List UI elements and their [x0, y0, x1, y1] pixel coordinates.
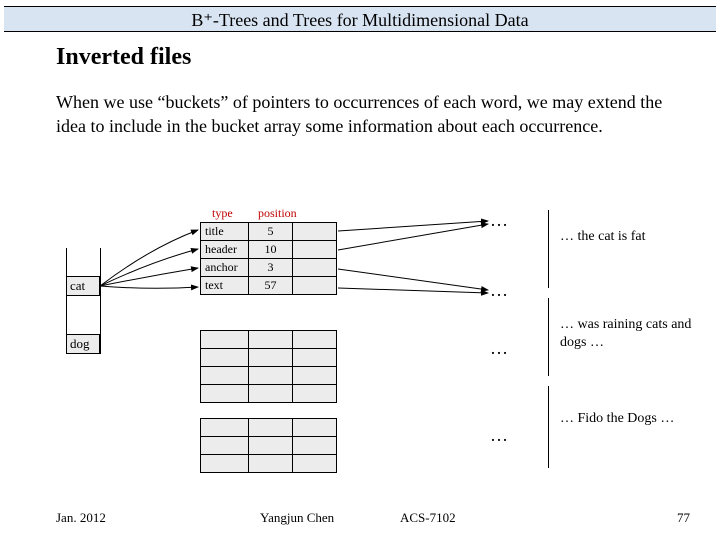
bucket-table: [200, 330, 337, 403]
bucket-cell-position: 3: [249, 259, 293, 277]
arrow-bucket-to-doc: [338, 221, 488, 231]
arrow-bucket-to-doc: [338, 269, 488, 290]
bucket-cell-ptr: [293, 331, 337, 349]
word-list-rail: [100, 248, 101, 354]
bucket-cell-type: title: [201, 223, 249, 241]
arrow-bucket-to-doc: [338, 224, 488, 250]
bucket-cell-type: [201, 349, 249, 367]
ellipsis: …: [490, 280, 508, 301]
section-heading: Inverted files: [56, 44, 191, 71]
doc-snippet: … the cat is fat: [560, 228, 700, 246]
word-box-dog: dog: [66, 334, 100, 354]
footer-date: Jan. 2012: [56, 510, 106, 526]
bucket-table: [200, 418, 337, 473]
bucket-cell-position: [249, 367, 293, 385]
doc-rule: [548, 298, 549, 376]
footer-author: Yangjun Chen: [260, 510, 334, 526]
bucket-cell-position: [249, 419, 293, 437]
bucket-cell-type: text: [201, 277, 249, 295]
bucket-cell-position: 57: [249, 277, 293, 295]
bucket-cell-type: [201, 331, 249, 349]
bucket-cell-type: [201, 437, 249, 455]
bucket-cell-position: [249, 455, 293, 473]
bucket-cell-ptr: [293, 419, 337, 437]
bucket-cell-position: [249, 349, 293, 367]
arrow-word-to-bucket: [100, 268, 198, 286]
arrow-bucket-to-doc: [338, 288, 488, 293]
bucket-cell-ptr: [293, 277, 337, 295]
bucket-cell-ptr: [293, 259, 337, 277]
word-box-cat: cat: [66, 276, 100, 296]
bucket-cell-type: [201, 419, 249, 437]
arrows-layer: [0, 0, 720, 540]
bucket-cell-position: 10: [249, 241, 293, 259]
ellipsis: …: [490, 425, 508, 446]
col-header-position: position: [258, 206, 297, 221]
ellipsis: …: [490, 210, 508, 231]
bucket-cell-position: [249, 385, 293, 403]
doc-rule: [548, 386, 549, 468]
ellipsis: …: [490, 338, 508, 359]
bucket-cell-type: header: [201, 241, 249, 259]
bucket-cell-type: [201, 455, 249, 473]
doc-rule: [548, 210, 549, 288]
bucket-cell-ptr: [293, 385, 337, 403]
bucket-cell-ptr: [293, 241, 337, 259]
footer-page: 77: [677, 510, 690, 526]
bucket-cell-type: [201, 367, 249, 385]
bucket-cell-ptr: [293, 349, 337, 367]
title-text: B⁺-Trees and Trees for Multidimensional …: [191, 10, 528, 30]
section-heading-text: Inverted files: [56, 44, 191, 70]
bucket-cell-type: [201, 385, 249, 403]
body-paragraph: When we use “buckets” of pointers to occ…: [56, 90, 680, 139]
bucket-cell-ptr: [293, 223, 337, 241]
bucket-cell-ptr: [293, 437, 337, 455]
doc-snippet: … was raining cats and dogs …: [560, 316, 700, 351]
bucket-cell-ptr: [293, 455, 337, 473]
bucket-cell-position: [249, 331, 293, 349]
body-text: When we use “buckets” of pointers to occ…: [56, 92, 662, 136]
arrow-word-to-bucket: [100, 230, 198, 286]
title-bar: B⁺-Trees and Trees for Multidimensional …: [4, 6, 716, 32]
bucket-cell-position: [249, 437, 293, 455]
doc-snippet: … Fido the Dogs …: [560, 410, 700, 428]
footer-course: ACS-7102: [400, 510, 456, 526]
col-header-type: type: [212, 206, 233, 221]
bucket-cell-type: anchor: [201, 259, 249, 277]
bucket-table: title5header10anchor3text57: [200, 222, 337, 295]
arrow-word-to-bucket: [100, 249, 198, 286]
arrow-word-to-bucket: [100, 286, 198, 288]
bucket-cell-position: 5: [249, 223, 293, 241]
bucket-cell-ptr: [293, 367, 337, 385]
